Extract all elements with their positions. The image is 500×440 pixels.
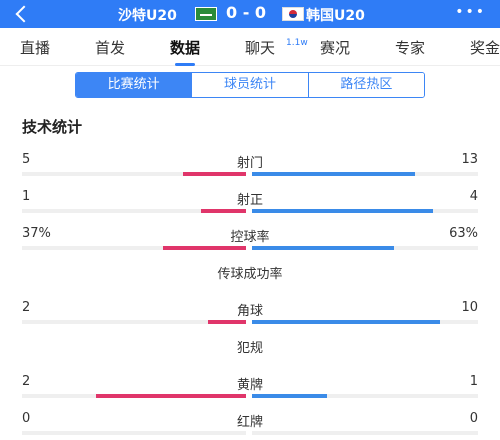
stat-row: 1 射正 4: [0, 189, 500, 219]
tab-data[interactable]: 数据: [170, 39, 201, 66]
stat-name: 控球率: [230, 230, 270, 245]
match-score: 0 - 0: [226, 3, 267, 22]
korea-flag-icon: [282, 7, 304, 21]
stat-name: 犯规: [236, 341, 263, 356]
away-bar: [252, 209, 433, 213]
home-bar: [208, 320, 246, 324]
away-bar-track: [252, 172, 478, 176]
away-value: 10: [461, 300, 478, 315]
stat-row: 传球成功率: [0, 263, 500, 293]
away-value: 0: [469, 411, 478, 426]
home-value: 0: [22, 411, 31, 426]
home-bar-track: [22, 431, 246, 435]
home-value: 2: [22, 300, 31, 315]
home-value: 37%: [22, 226, 51, 241]
home-bar: [163, 246, 246, 250]
home-bar: [201, 209, 246, 213]
away-bar-track: [252, 394, 478, 398]
stat-name: 传球成功率: [217, 267, 283, 282]
tab-match-status[interactable]: 赛况: [320, 39, 351, 57]
stat-row: 犯规: [0, 337, 500, 367]
stat-row: 2 角球 10: [0, 300, 500, 330]
home-bar: [96, 394, 246, 398]
segment-player-stats[interactable]: 球员统计: [192, 73, 309, 97]
home-value: 1: [22, 189, 31, 204]
home-team-name: 沙特U20: [118, 8, 177, 24]
away-bar-track: [252, 320, 478, 324]
home-bar-track: [22, 209, 246, 213]
away-value: 4: [469, 189, 478, 204]
stat-row: 37% 控球率 63%: [0, 226, 500, 256]
segment-heatmap[interactable]: 路径热区: [308, 73, 424, 97]
away-bar: [252, 320, 440, 324]
away-team-name: 韩国U20: [306, 8, 365, 24]
home-bar-track: [22, 394, 246, 398]
away-bar: [252, 172, 415, 176]
tab-chat[interactable]: 聊天: [245, 39, 276, 57]
away-value: 1: [469, 374, 478, 389]
stat-name: 射正: [236, 193, 263, 208]
home-bar-track: [22, 246, 246, 250]
stat-name: 角球: [236, 304, 263, 319]
more-dots-icon[interactable]: •••: [455, 4, 486, 20]
stat-row: 2 黄牌 1: [0, 374, 500, 404]
tab-experts[interactable]: 专家: [395, 39, 426, 57]
stat-name: 黄牌: [236, 378, 263, 393]
stat-row: 5 射门 13: [0, 152, 500, 182]
section-title: 技术统计: [22, 118, 83, 136]
away-value: 63%: [449, 226, 478, 241]
tab-lineup[interactable]: 首发: [95, 39, 126, 57]
away-bar: [252, 394, 327, 398]
tab-prize[interactable]: 奖金: [470, 39, 500, 57]
stat-name: 红牌: [236, 415, 263, 430]
home-value: 5: [22, 152, 31, 167]
saudi-flag-icon: [195, 7, 217, 21]
away-bar-track: [252, 431, 478, 435]
away-bar: [252, 246, 394, 250]
away-value: 13: [461, 152, 478, 167]
home-bar-track: [22, 172, 246, 176]
stat-row: 0 红牌 0: [0, 411, 500, 440]
stats-segment-control: 比赛统计 球员统计 路径热区: [75, 72, 425, 98]
match-header: 沙特U20 0 - 0 韩国U20 •••: [0, 0, 500, 28]
back-icon[interactable]: [12, 2, 34, 26]
chat-count-badge: 1.1w: [286, 38, 308, 48]
away-bar-track: [252, 246, 478, 250]
home-bar: [183, 172, 246, 176]
tab-live[interactable]: 直播: [20, 39, 51, 57]
stat-name: 射门: [236, 156, 263, 171]
home-value: 2: [22, 374, 31, 389]
home-bar-track: [22, 320, 246, 324]
segment-match-stats[interactable]: 比赛统计: [76, 73, 193, 97]
away-bar-track: [252, 209, 478, 213]
match-nav-tabs: 直播 首发 数据 聊天 1.1w 赛况 专家 奖金: [0, 28, 500, 66]
